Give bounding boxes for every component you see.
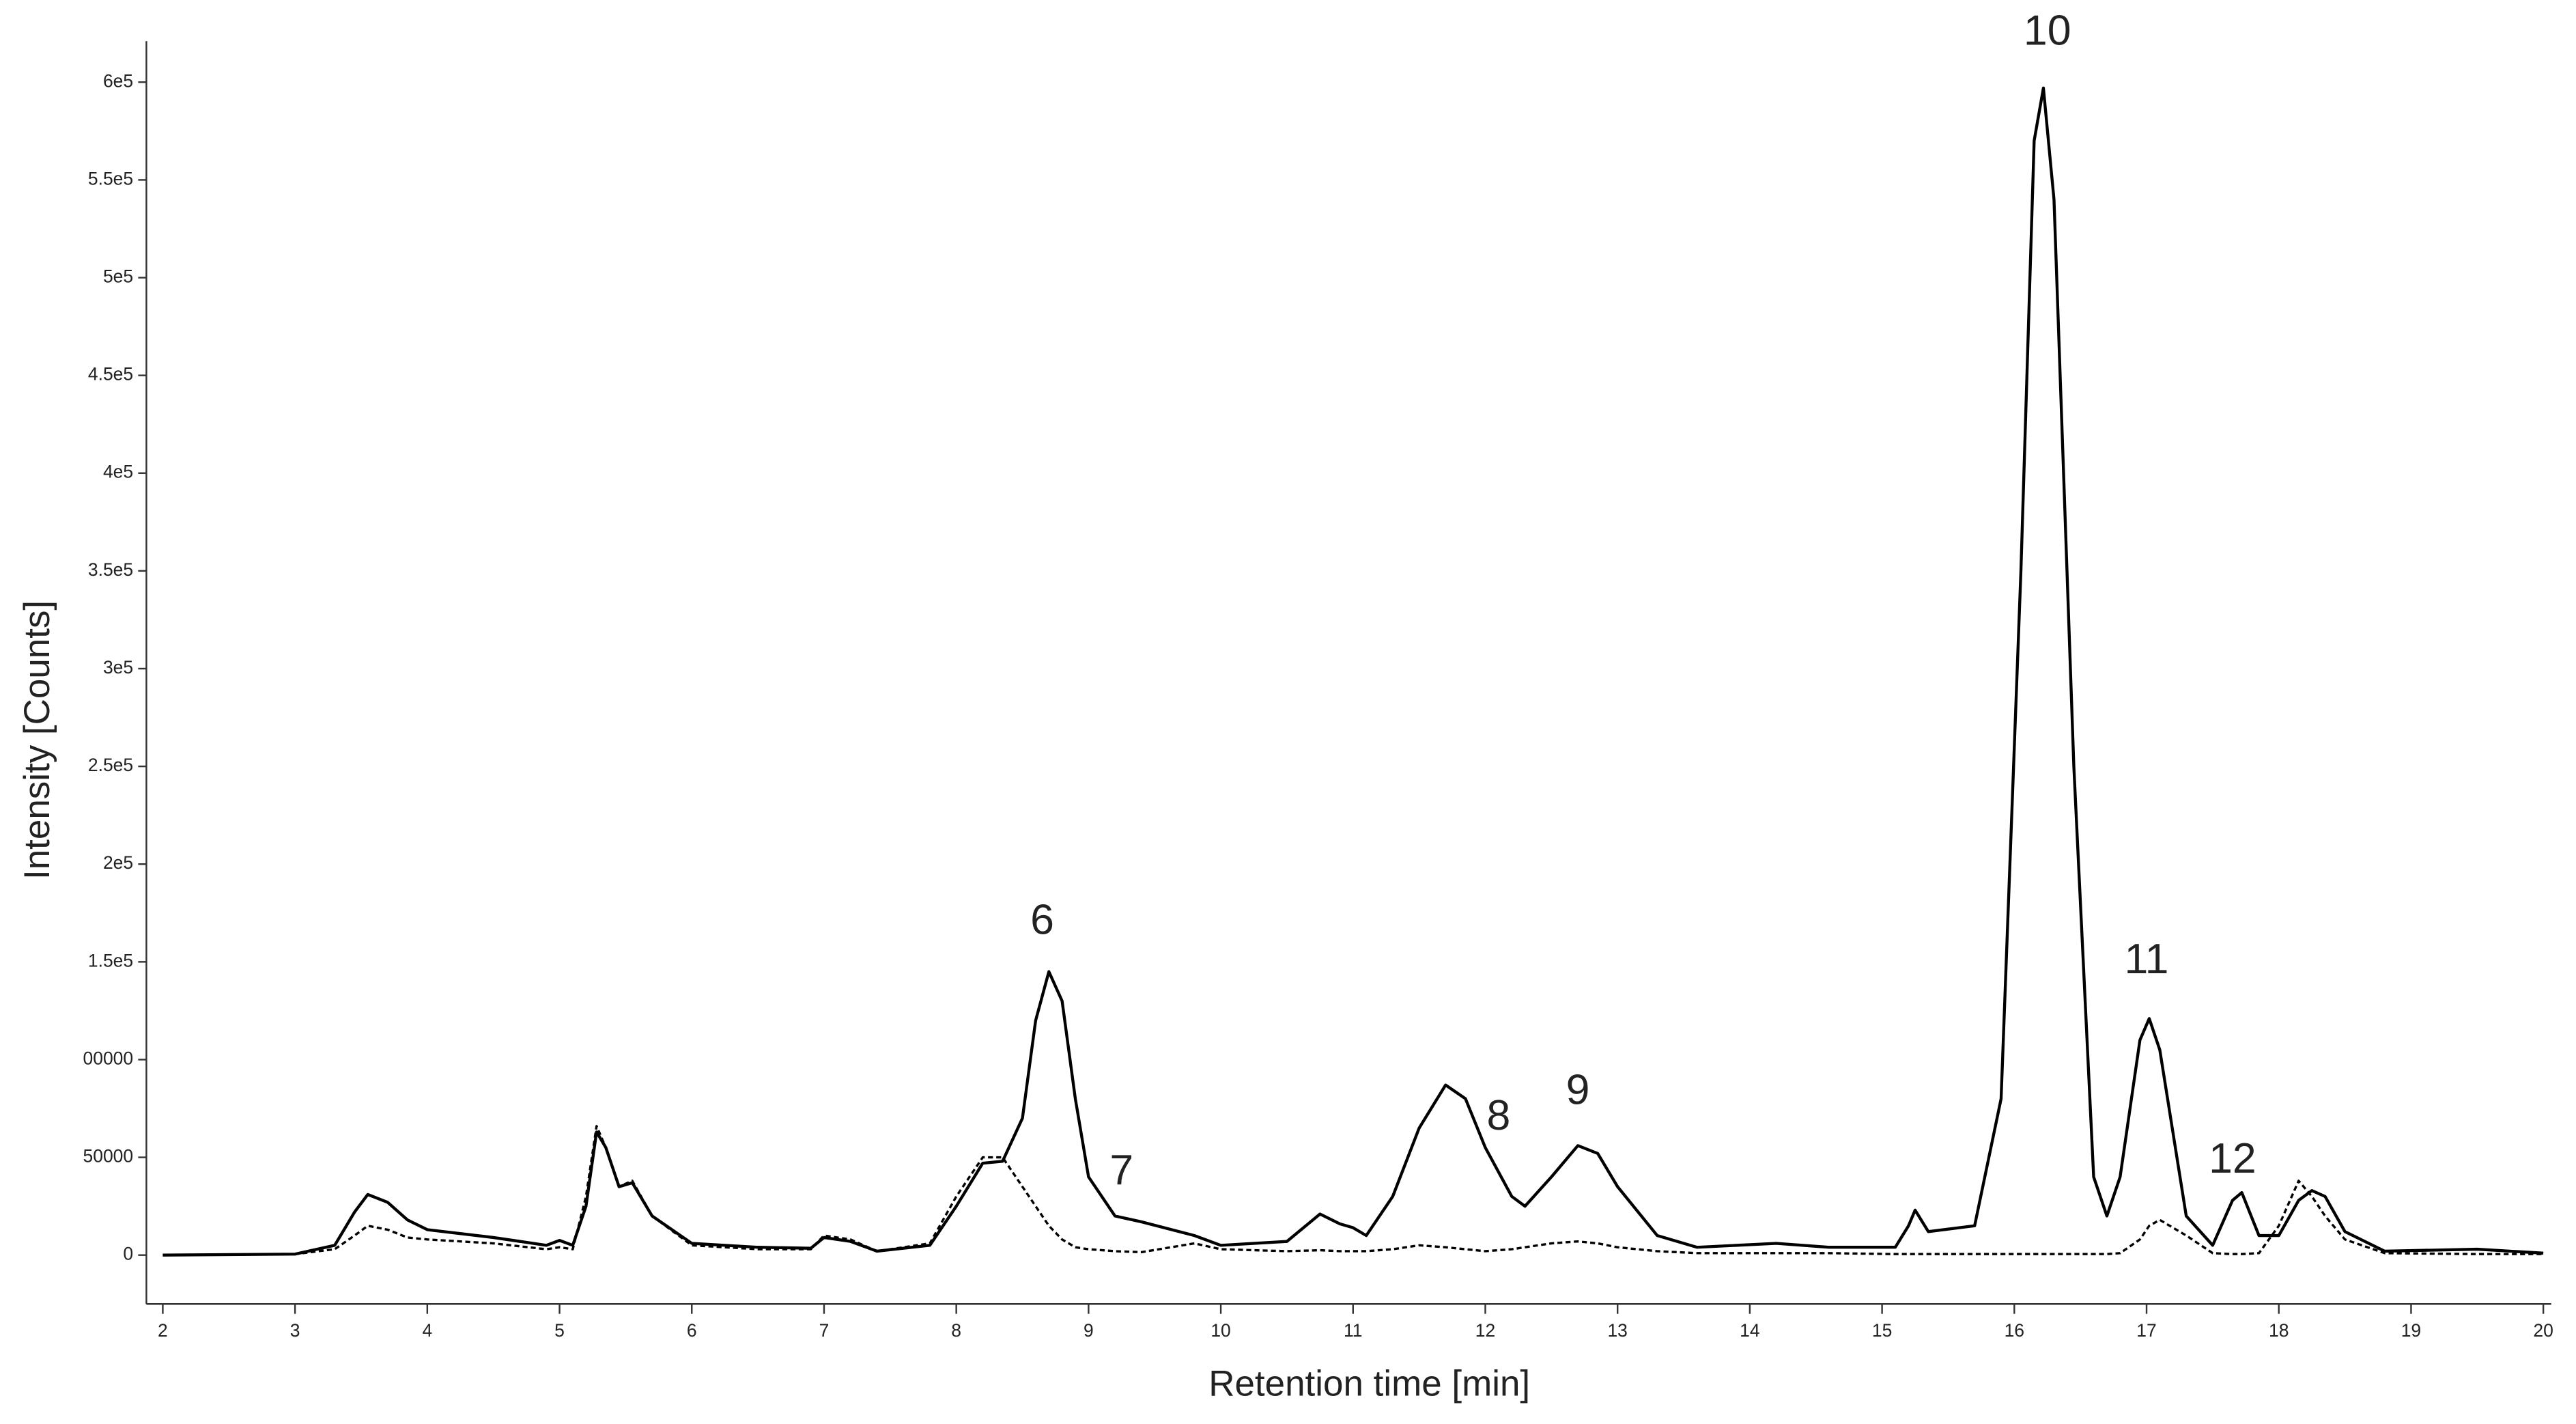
data-line [162, 1125, 2544, 1257]
y-tick-label: 3e5 [103, 657, 133, 678]
y-tick-label: 3.5e5 [88, 559, 133, 580]
y-axis-title: Intensity [Counts] [17, 600, 57, 880]
x-tick-label: 5 [554, 1320, 565, 1341]
y-tick-label: 2.5e5 [88, 755, 133, 775]
x-tick-label: 12 [1475, 1320, 1495, 1341]
x-axis-title: Retention time [min] [1208, 1364, 1530, 1404]
y-tick-label: 4e5 [103, 462, 133, 482]
x-tick-label: 11 [1344, 1320, 1362, 1341]
peak-label: 7 [1109, 1146, 1133, 1194]
x-tick-label: 17 [2136, 1320, 2156, 1341]
y-tick-label: 4.5e5 [88, 364, 133, 385]
x-tick-label: 15 [1872, 1320, 1892, 1341]
x-tick-label: 20 [2533, 1320, 2553, 1341]
peak-label: 10 [2024, 6, 2071, 54]
x-tick-label: 9 [1084, 1320, 1094, 1341]
y-tick-label: 1.5e5 [88, 950, 133, 971]
x-tick-label: 19 [2401, 1320, 2421, 1341]
peak-label: 11 [2125, 935, 2169, 983]
peak-label: 8 [1486, 1091, 1510, 1139]
data-line [162, 86, 2544, 1257]
peak-label: 9 [1566, 1066, 1590, 1114]
x-tick-label: 4 [422, 1320, 432, 1341]
x-tick-label: 2 [158, 1320, 168, 1341]
x-tick-label: 3 [290, 1320, 300, 1341]
y-tick-label: 6e5 [103, 70, 133, 91]
peak-label: 6 [1030, 896, 1054, 944]
x-tick-label: 13 [1607, 1320, 1627, 1341]
y-tick-label: 2e5 [103, 852, 133, 873]
x-tick-label: 16 [2005, 1320, 2024, 1341]
y-tick-label: 5.5e5 [88, 168, 133, 189]
y-tick-label: 00000 [83, 1048, 134, 1068]
y-tick-label: 0 [123, 1244, 133, 1264]
x-tick-label: 6 [687, 1320, 697, 1341]
peak-label: 12 [2209, 1134, 2256, 1182]
x-tick-label: 10 [1211, 1320, 1230, 1341]
x-tick-label: 18 [2269, 1320, 2289, 1341]
x-tick-label: 8 [951, 1320, 961, 1341]
x-tick-label: 14 [1740, 1320, 1759, 1341]
y-tick-label: 50000 [83, 1146, 134, 1167]
y-tick-label: 5e5 [103, 266, 133, 287]
x-tick-label: 7 [819, 1320, 830, 1341]
